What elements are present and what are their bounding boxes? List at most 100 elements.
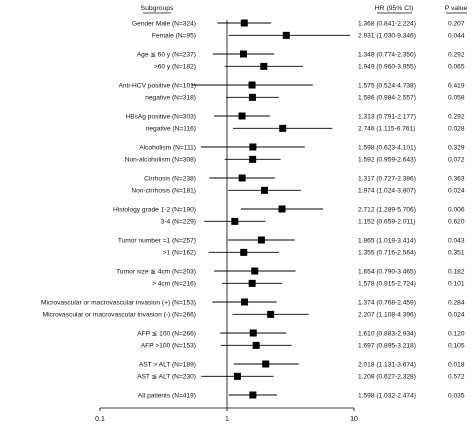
p-value: 0.065 [448,64,465,71]
hr-ci-value: 1.598 (1.032-2.474) [358,392,416,399]
p-value: 0.329 [448,144,465,151]
forest-row: negative (N=318) 1.586 (0.984-2.557) 0.058 [145,93,465,102]
p-value: 0.006 [448,206,465,213]
forest-row: AST > ALT (N=189) 2.018 (1.131-3.674) 0.01… [139,360,465,368]
hr-marker [238,112,246,120]
p-value: 0.101 [448,281,465,288]
hr-ci-value: 2.207 (1.108-4.396) [358,312,416,319]
hr-ci-value: 1.374 (0.768-2.459) [358,299,416,306]
forest-row: Tumor size ≦ 4cm (N=203) 1.654 (0.790-3.4… [116,267,465,275]
forest-row: Histology grade 1-2 (N=190) 2.712 (1.289-… [113,205,465,213]
p-value: 0.044 [448,33,465,40]
hr-ci-value: 1.317 (0.727-2.386) [358,175,416,182]
hr-marker [241,298,249,306]
p-value: 0.620 [448,219,465,226]
row-label: negative (N=318) [145,95,196,102]
forest-row: Alcoholism (N=111) 1.598 (0.623-4.101) 0.3… [139,143,465,151]
forest-row: Anti-HCV positive (N=101) 1.575 (0.524-4.… [118,81,465,89]
p-value: 0.018 [448,361,465,368]
hr-marker [251,267,259,275]
row-label: 3-4 (N=229) [161,219,196,226]
p-value: 0.058 [448,95,465,102]
row-label: All patients (N=419) [138,392,196,399]
p-value: 0.351 [448,250,465,257]
hr-marker [248,279,256,287]
hr-ci-value: 2.712 (1.289-5.706) [358,206,416,213]
forest-rows: Gender Male (N=324) 1.368 (0.841-2.224) 0.… [41,19,465,399]
hr-marker [252,341,260,349]
p-value: 0.043 [448,237,465,244]
hr-ci-value: 1.208 (0.627-2.328) [358,374,416,381]
p-value: 0.035 [448,392,465,399]
p-value: 0.182 [448,268,465,275]
forest-row: Gender Male (N=324) 1.368 (0.841-2.224) 0.… [132,19,465,27]
row-label: Microvascular or macrovascular invasion … [43,312,196,319]
row-label: Age ≦ 60 y (N=237) [137,51,196,58]
hr-marker [238,174,246,182]
row-label: Tumor size ≦ 4cm (N=203) [116,268,196,275]
p-value: 0.419 [448,82,465,89]
row-label: AFP >100 (N=153) [141,343,196,350]
header-p-value: P value [445,5,468,12]
hr-marker [249,391,257,399]
hr-ci-value: 1.865 (1.019-3.414) [358,237,416,244]
hr-marker [278,205,286,213]
hr-marker [233,372,241,380]
row-label: Cirrhosis (N=238) [144,175,196,182]
forest-row: >60 y (N=182) 1.949 (0.960-3.955) 0.065 [154,62,465,71]
forest-row: AFP >100 (N=153) 1.697 (0.895-3.218) 0.105 [141,341,465,350]
hr-ci-value: 1.610 (0.883-2.934) [358,330,416,337]
hr-ci-value: 1.578 (0.915-2.724) [358,281,416,288]
hr-marker [279,124,287,132]
forest-row: Microvascular or macrovascular invasion … [43,310,465,319]
forest-row: >1 (N=162) 1.355 (0.716-2.564) 0.351 [163,248,465,257]
hr-marker [260,62,268,70]
row-label: negative (N=116) [146,126,196,133]
hr-marker [261,186,269,194]
hr-marker [257,236,265,244]
p-value: 0.292 [448,113,465,120]
row-label: Alcoholism (N=111) [139,144,196,151]
row-label: AST ≦ ALT (N=230) [137,374,196,381]
hr-ci-value: 1.575 (0.524-4.738) [358,82,416,89]
p-value: 0.284 [448,299,465,306]
row-label: >60 y (N=182) [154,64,196,71]
forest-row: Non-cirrhosis (N=181) 1.974 (1.024-3.807)… [131,186,465,195]
hr-marker [240,248,248,256]
p-value: 0.207 [448,20,465,27]
forest-row: HBsAg positive (N=303) 1.313 (0.791-2.177… [125,112,465,120]
forest-row: AFP ≦ 100 (N=266) 1.610 (0.883-2.934) 0.12… [137,329,465,337]
hr-ci-value: 1.586 (0.984-2.557) [358,95,416,102]
forest-row: Microvascular or macrovascular invasion … [41,298,465,306]
forest-row: All patients (N=419) 1.598 (1.032-2.474) 0… [138,391,465,399]
hr-ci-value: 1.654 (0.790-3.465) [358,268,416,275]
row-label: Non-cirrhosis (N=181) [131,188,196,195]
p-value: 0.572 [448,374,465,381]
p-value: 0.028 [448,126,465,133]
row-label: Tumor number =1 (N=257) [118,237,196,244]
hr-ci-value: 2.018 (1.131-3.674) [358,361,416,368]
hr-marker [249,143,257,151]
forest-row: AST ≦ ALT (N=230) 1.208 (0.627-2.328) 0.57… [137,372,465,381]
row-label: Anti-HCV positive (N=101) [118,82,196,89]
row-label: HBsAg positive (N=303) [125,113,196,120]
hr-marker [249,329,257,337]
hr-marker [262,360,270,368]
hr-marker [282,31,290,39]
hr-marker [239,50,247,58]
row-label: Female (N=95) [152,33,196,40]
hr-ci-value: 1.949 (0.960-3.955) [358,64,416,71]
hr-ci-value: 1.598 (0.623-4.101) [358,144,416,151]
forest-row: Female (N=95) 2.931 (1.030-9.346) 0.044 [152,31,465,40]
forest-row: Age ≦ 60 y (N=237) 1.348 (0.774-2.350) 0.2… [137,50,465,58]
row-label: AST > ALT (N=189) [139,361,196,368]
hr-marker [231,217,239,225]
row-label: AFP ≦ 100 (N=266) [137,330,196,337]
x-tick-label-2: 10 [350,416,358,423]
hr-marker [249,155,257,163]
forest-row: > 4cm (N=216) 1.578 (0.915-2.724) 0.101 [152,279,465,288]
forest-row: Tumor number =1 (N=257) 1.865 (1.019-3.41… [118,236,465,244]
hr-ci-value: 1.368 (0.841-2.224) [358,20,416,27]
